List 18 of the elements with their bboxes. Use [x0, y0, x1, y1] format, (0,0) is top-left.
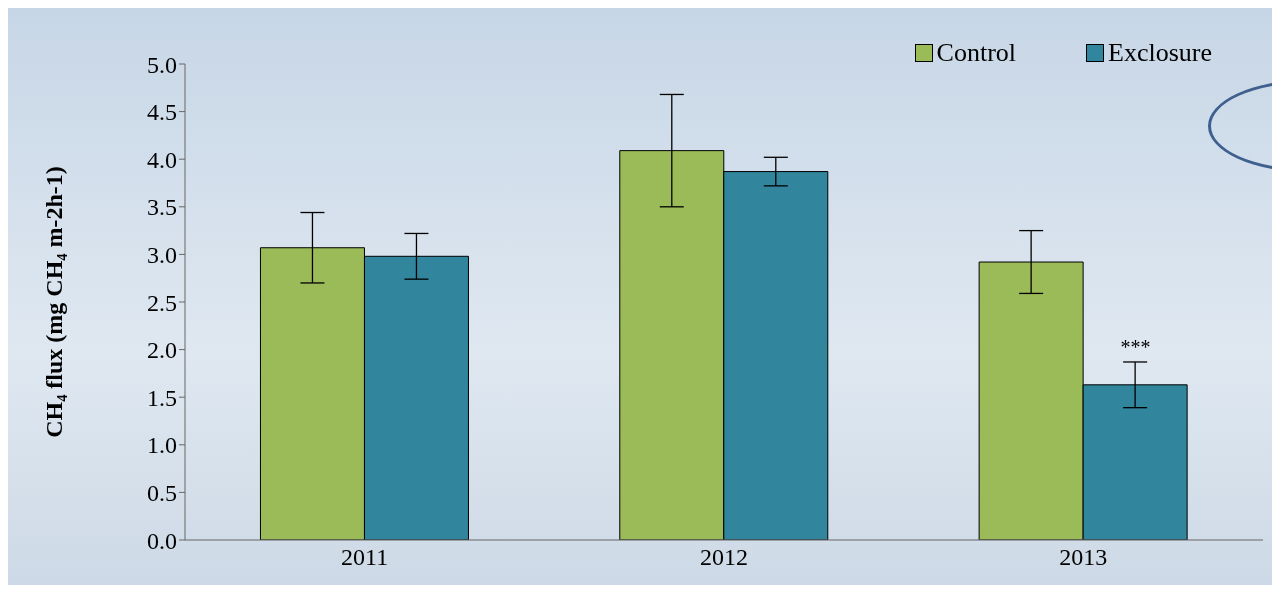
y-tick-label: 4.0 [147, 146, 177, 173]
y-tick-label: 5.0 [147, 51, 177, 78]
y-tick-label: 1.0 [147, 432, 177, 459]
x-tick-label: 2012 [700, 544, 748, 571]
y-tick-label: 2.0 [147, 337, 177, 364]
y-tick-label: 0.5 [147, 479, 177, 506]
x-tick-label: 2011 [341, 544, 389, 571]
y-tick-label: 1.5 [147, 384, 177, 411]
y-tick-label: 3.0 [147, 241, 177, 268]
y-tick-label: 2.5 [147, 289, 177, 316]
annotation: *** [1120, 336, 1151, 359]
x-tick-label: 2013 [1059, 544, 1108, 571]
y-tick-label: 4.5 [147, 99, 177, 126]
y-tick-label: 0.0 [147, 527, 177, 554]
y-axis-title: CH₄ flux (mg CH₄ m-2h-1) [40, 166, 67, 438]
legend-label: Control [936, 38, 1017, 68]
y-tick-label: 3.5 [147, 194, 177, 221]
legend-label: Exclosure [1108, 38, 1212, 68]
